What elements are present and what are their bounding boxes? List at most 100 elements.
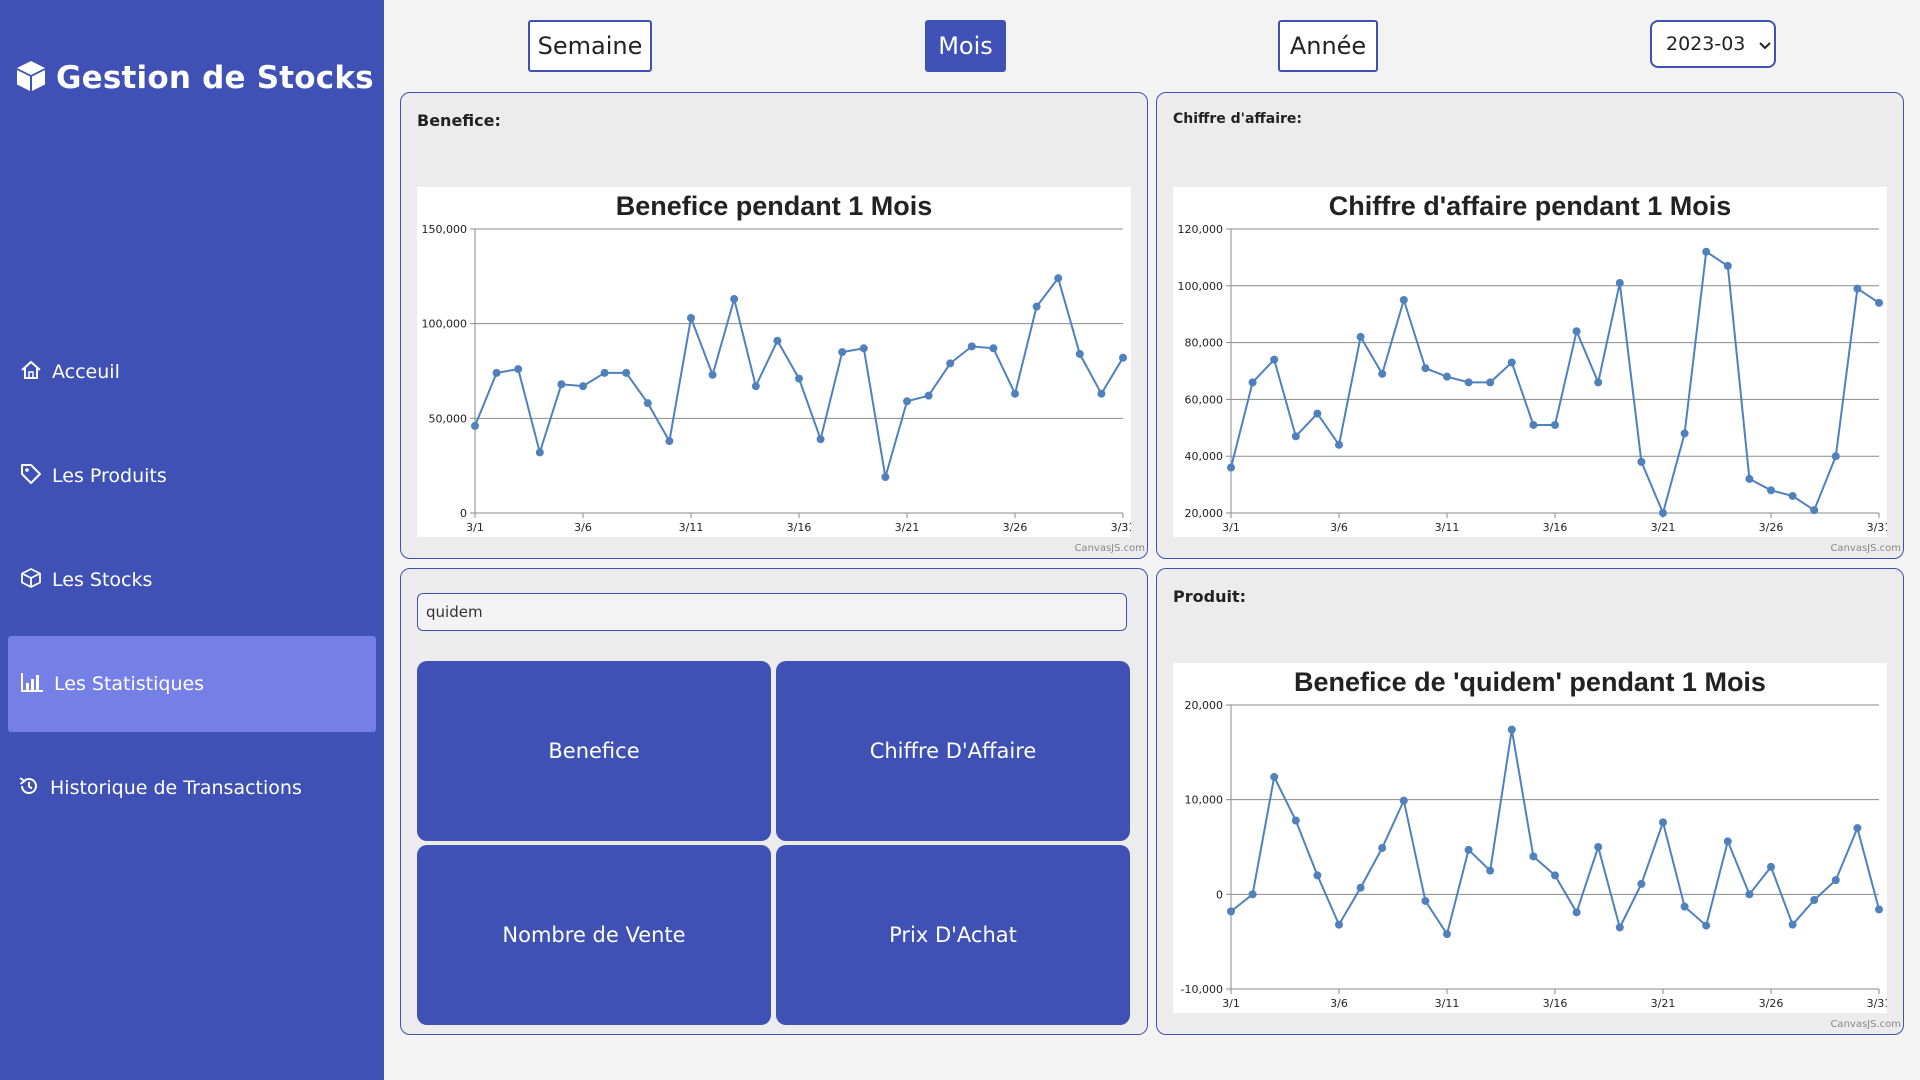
data-point[interactable] <box>1508 726 1516 734</box>
data-point[interactable] <box>838 348 846 356</box>
data-point[interactable] <box>1486 378 1494 386</box>
data-point[interactable] <box>1702 248 1710 256</box>
data-point[interactable] <box>1400 296 1408 304</box>
chart-credit[interactable]: CanvasJS.com <box>1830 1019 1901 1030</box>
data-point[interactable] <box>1810 896 1818 904</box>
data-point[interactable] <box>1335 921 1343 929</box>
data-point[interactable] <box>1076 350 1084 358</box>
data-point[interactable] <box>1313 410 1321 418</box>
data-point[interactable] <box>493 369 501 377</box>
data-point[interactable] <box>1400 797 1408 805</box>
data-point[interactable] <box>1421 897 1429 905</box>
data-point[interactable] <box>1853 824 1861 832</box>
data-point[interactable] <box>1789 492 1797 500</box>
chart-credit[interactable]: CanvasJS.com <box>1074 543 1145 554</box>
data-point[interactable] <box>1270 356 1278 364</box>
data-point[interactable] <box>1357 333 1365 341</box>
data-point[interactable] <box>1702 922 1710 930</box>
data-point[interactable] <box>968 342 976 350</box>
data-point[interactable] <box>1357 884 1365 892</box>
data-point[interactable] <box>1097 390 1105 398</box>
sidebar-item-statistiques[interactable]: Les Statistiques <box>8 636 376 732</box>
data-point[interactable] <box>1551 421 1559 429</box>
chart-credit[interactable]: CanvasJS.com <box>1830 543 1901 554</box>
data-point[interactable] <box>665 437 673 445</box>
data-point[interactable] <box>1745 890 1753 898</box>
product-search-input[interactable] <box>417 593 1127 631</box>
data-point[interactable] <box>817 435 825 443</box>
data-point[interactable] <box>1378 844 1386 852</box>
data-point[interactable] <box>579 382 587 390</box>
data-point[interactable] <box>989 344 997 352</box>
data-point[interactable] <box>1594 843 1602 851</box>
data-point[interactable] <box>1659 509 1667 517</box>
data-point[interactable] <box>1335 441 1343 449</box>
data-point[interactable] <box>471 422 479 430</box>
data-point[interactable] <box>1616 923 1624 931</box>
data-point[interactable] <box>881 473 889 481</box>
data-point[interactable] <box>644 399 652 407</box>
data-point[interactable] <box>1810 506 1818 514</box>
data-point[interactable] <box>795 375 803 383</box>
data-point[interactable] <box>1853 285 1861 293</box>
data-point[interactable] <box>752 382 760 390</box>
data-point[interactable] <box>1681 429 1689 437</box>
data-point[interactable] <box>1659 818 1667 826</box>
data-point[interactable] <box>1616 279 1624 287</box>
data-point[interactable] <box>622 369 630 377</box>
data-point[interactable] <box>1875 299 1883 307</box>
data-point[interactable] <box>1054 274 1062 282</box>
data-point[interactable] <box>1119 354 1127 362</box>
data-point[interactable] <box>903 397 911 405</box>
data-point[interactable] <box>1033 303 1041 311</box>
data-point[interactable] <box>1724 262 1732 270</box>
sidebar-item-produits[interactable]: Les Produits <box>8 428 376 524</box>
data-point[interactable] <box>1745 475 1753 483</box>
data-point[interactable] <box>1594 378 1602 386</box>
data-point[interactable] <box>1637 458 1645 466</box>
data-point[interactable] <box>1508 358 1516 366</box>
week-button[interactable]: Semaine <box>528 20 652 72</box>
data-point[interactable] <box>1551 871 1559 879</box>
data-point[interactable] <box>557 380 565 388</box>
data-point[interactable] <box>773 337 781 345</box>
data-point[interactable] <box>1767 486 1775 494</box>
data-point[interactable] <box>536 448 544 456</box>
month-select[interactable]: 2023-03 <box>1650 20 1776 68</box>
data-point[interactable] <box>1767 863 1775 871</box>
data-point[interactable] <box>1529 852 1537 860</box>
data-point[interactable] <box>730 295 738 303</box>
data-point[interactable] <box>1465 378 1473 386</box>
data-point[interactable] <box>1681 903 1689 911</box>
sidebar-item-historique[interactable]: Historique de Transactions <box>8 740 376 836</box>
prix-achat-button[interactable]: Prix D'Achat <box>776 845 1130 1025</box>
data-point[interactable] <box>860 344 868 352</box>
data-point[interactable] <box>1529 421 1537 429</box>
data-point[interactable] <box>1227 464 1235 472</box>
data-point[interactable] <box>1573 327 1581 335</box>
data-point[interactable] <box>1011 390 1019 398</box>
data-point[interactable] <box>1724 837 1732 845</box>
data-point[interactable] <box>946 359 954 367</box>
data-point[interactable] <box>1875 905 1883 913</box>
data-point[interactable] <box>1292 816 1300 824</box>
data-point[interactable] <box>1832 876 1840 884</box>
data-point[interactable] <box>1637 880 1645 888</box>
data-point[interactable] <box>1313 871 1321 879</box>
data-point[interactable] <box>1378 370 1386 378</box>
month-button[interactable]: Mois <box>925 20 1006 72</box>
data-point[interactable] <box>1249 378 1257 386</box>
data-point[interactable] <box>1292 432 1300 440</box>
data-point[interactable] <box>925 392 933 400</box>
data-point[interactable] <box>1421 364 1429 372</box>
data-point[interactable] <box>709 371 717 379</box>
year-button[interactable]: Année <box>1278 20 1378 72</box>
data-point[interactable] <box>1832 452 1840 460</box>
data-point[interactable] <box>687 314 695 322</box>
data-point[interactable] <box>1465 846 1473 854</box>
sidebar-item-acceuil[interactable]: Acceuil <box>8 324 376 420</box>
data-point[interactable] <box>1789 921 1797 929</box>
sidebar-item-stocks[interactable]: Les Stocks <box>8 532 376 628</box>
benefice-button[interactable]: Benefice <box>417 661 771 841</box>
data-point[interactable] <box>1249 890 1257 898</box>
